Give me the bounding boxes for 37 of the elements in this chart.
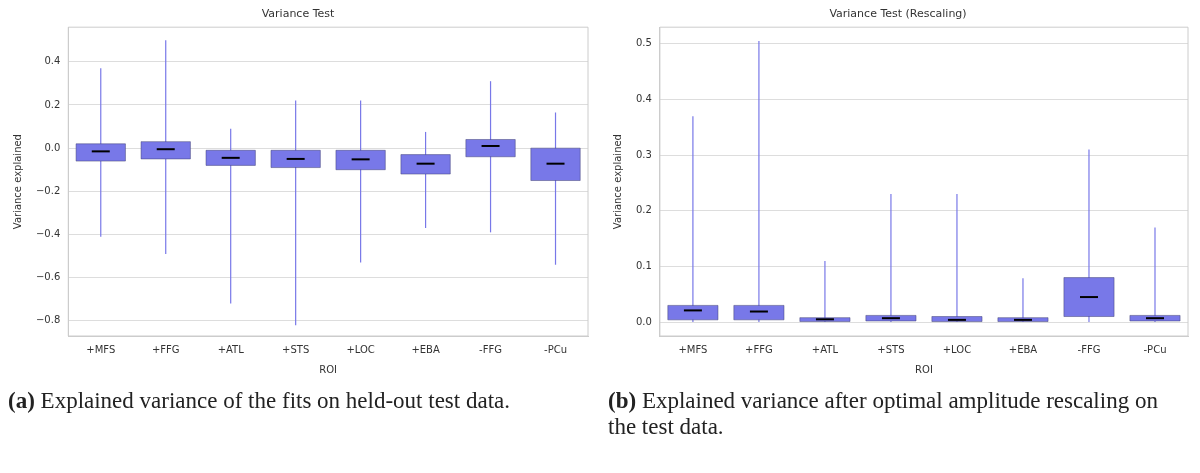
- x-tick-label: +MFS: [678, 343, 708, 355]
- y-axis-title: Variance explained: [11, 134, 23, 230]
- y-tick-label: −0.6: [35, 271, 61, 283]
- chart-title: Variance Test: [261, 7, 336, 21]
- x-tick-label: +LOC: [942, 343, 972, 355]
- x-axis-title: ROI: [915, 363, 933, 375]
- y-tick-label: −0.8: [35, 314, 61, 326]
- y-tick-label: 0.0: [44, 141, 61, 153]
- x-tick-label: +EBA: [411, 343, 440, 355]
- y-tick-label: 0.2: [44, 98, 61, 110]
- x-tick-label: +EBA: [1008, 343, 1038, 355]
- x-tick-label: -PCu: [544, 343, 567, 355]
- y-tick-label: 0.4: [636, 93, 652, 105]
- y-tick-label: 0.1: [636, 260, 652, 272]
- y-tick-label: −0.2: [35, 184, 61, 196]
- x-tick-label: +FFG: [745, 343, 773, 355]
- x-tick-label: +FFG: [151, 343, 180, 355]
- chart-title: Variance Test (Rescaling): [829, 7, 967, 21]
- x-tick-label: +ATL: [217, 343, 245, 355]
- x-tick-label: -PCu: [1143, 343, 1167, 355]
- y-tick-label: 0.0: [636, 315, 652, 327]
- x-tick-label: +STS: [282, 343, 310, 355]
- y-tick-label: 0.3: [636, 148, 652, 160]
- y-axis-title: Variance explained: [611, 134, 623, 230]
- text: (b) Explained variance after optimal amplitude rescaling on the test data.: [607, 387, 1159, 440]
- x-tick-label: -FFG: [1077, 343, 1101, 355]
- x-tick-label: +LOC: [346, 343, 375, 355]
- y-tick-label: −0.4: [35, 228, 61, 240]
- x-tick-label: -FFG: [479, 343, 502, 355]
- y-tick-label: 0.5: [636, 37, 652, 49]
- y-tick-label: 0.4: [44, 55, 61, 67]
- x-tick-label: +STS: [877, 343, 905, 355]
- text: (a) Explained variance of the fits on held-out test data.: [7, 387, 511, 414]
- x-axis-title: ROI: [319, 363, 338, 375]
- y-tick-label: 0.2: [636, 204, 652, 216]
- x-tick-label: +MFS: [86, 343, 116, 355]
- x-tick-label: +ATL: [811, 343, 839, 355]
